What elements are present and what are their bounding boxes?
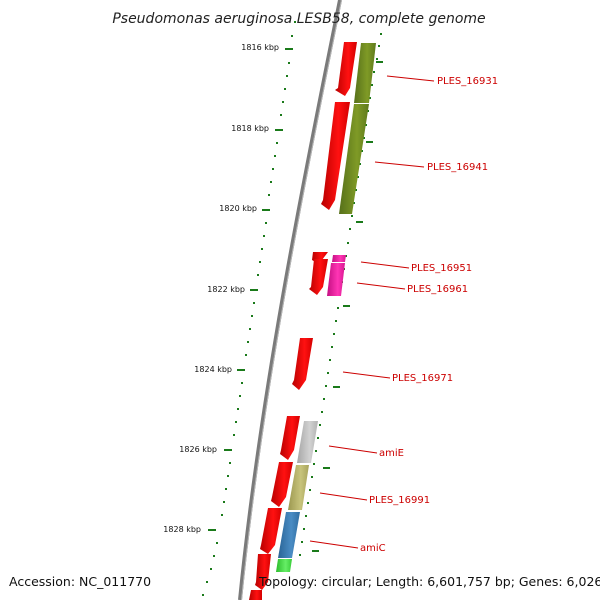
map-title: Pseudomonas aeruginosa LESB58, complete … xyxy=(112,11,485,27)
cds-feature[interactable] xyxy=(249,590,262,600)
genome-backbone-highlight xyxy=(241,0,342,600)
category-track xyxy=(276,43,376,572)
scale-label: 1824 kbp xyxy=(194,365,232,374)
category-feature[interactable] xyxy=(339,104,369,214)
category-feature[interactable] xyxy=(354,43,376,103)
gene-label[interactable]: amiC xyxy=(360,543,386,554)
gene-label[interactable]: PLES_16971 xyxy=(392,373,453,384)
scale-dotted-ring xyxy=(202,21,296,596)
scale-label: 1826 kbp xyxy=(179,445,217,454)
genome-backbone xyxy=(238,0,342,600)
cds-feature[interactable] xyxy=(260,508,282,554)
cds-track xyxy=(249,42,357,600)
gene-label-leaders xyxy=(309,75,435,549)
category-feature[interactable] xyxy=(288,465,309,510)
scale-label: 1828 kbp xyxy=(163,525,201,534)
scale-major-ticks xyxy=(208,48,293,531)
scale-label: 1820 kbp xyxy=(219,204,257,213)
gene-label[interactable]: PLES_16961 xyxy=(407,284,468,295)
category-feature[interactable] xyxy=(297,421,318,463)
gene-label[interactable]: amiE xyxy=(379,448,404,459)
gene-label[interactable]: PLES_16931 xyxy=(437,76,498,87)
category-feature[interactable] xyxy=(278,512,300,558)
gene-label[interactable]: PLES_16991 xyxy=(369,495,430,506)
cds-feature[interactable] xyxy=(321,102,350,210)
cds-feature[interactable] xyxy=(309,259,328,295)
cds-feature[interactable] xyxy=(280,416,300,460)
cds-feature[interactable] xyxy=(271,462,293,507)
category-feature[interactable] xyxy=(276,559,292,572)
cds-feature[interactable] xyxy=(255,554,271,590)
cds-feature[interactable] xyxy=(335,42,357,96)
accession-text: Accession: NC_011770 xyxy=(9,574,152,589)
scale-label: 1816 kbp xyxy=(241,43,279,52)
cds-feature[interactable] xyxy=(292,338,313,390)
topology-text: Topology: circular; Length: 6,601,757 bp… xyxy=(259,574,600,589)
scale-label: 1818 kbp xyxy=(231,124,269,133)
category-feature[interactable] xyxy=(332,255,346,262)
scale-label: 1822 kbp xyxy=(207,285,245,294)
gene-label[interactable]: PLES_16941 xyxy=(427,162,488,173)
category-feature[interactable] xyxy=(327,263,345,296)
outer-ring-major-ticks xyxy=(312,61,383,552)
gene-label[interactable]: PLES_16951 xyxy=(411,263,472,274)
